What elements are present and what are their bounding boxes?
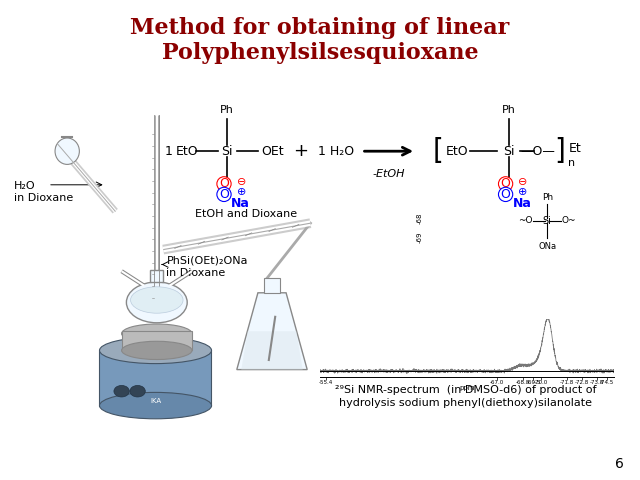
- Ellipse shape: [99, 393, 211, 419]
- Text: Si: Si: [503, 144, 515, 158]
- Text: [: [: [433, 137, 444, 165]
- Text: OEt: OEt: [261, 144, 284, 158]
- Text: Ph: Ph: [502, 105, 516, 115]
- Text: Ph: Ph: [220, 105, 234, 115]
- Text: Na: Na: [513, 196, 531, 210]
- Text: n: n: [568, 158, 575, 168]
- Text: -69: -69: [416, 232, 422, 243]
- Text: EtOH and Dioxane: EtOH and Dioxane: [195, 209, 298, 218]
- Ellipse shape: [131, 287, 183, 313]
- Text: 1 H₂O: 1 H₂O: [318, 144, 354, 158]
- Text: Si: Si: [543, 216, 552, 226]
- Text: O: O: [219, 188, 229, 201]
- Text: ⊖: ⊖: [237, 177, 246, 187]
- Text: -68: -68: [416, 213, 422, 224]
- Ellipse shape: [122, 324, 192, 343]
- Text: ²⁹Si NMR-spectrum  (in DMSO-d6) of product of
hydrolysis sodium phenyl(diethoxy): ²⁹Si NMR-spectrum (in DMSO-d6) of produc…: [335, 385, 596, 408]
- Ellipse shape: [99, 337, 211, 364]
- Text: H₂O
in Dioxane: H₂O in Dioxane: [14, 181, 74, 203]
- Text: EtO: EtO: [446, 144, 468, 158]
- Text: ⊕: ⊕: [518, 188, 528, 197]
- X-axis label: ppm: ppm: [460, 385, 475, 391]
- Text: O~: O~: [562, 216, 577, 225]
- Text: Si: Si: [221, 144, 233, 158]
- Polygon shape: [237, 293, 307, 370]
- Bar: [99, 350, 211, 406]
- Text: 6: 6: [615, 457, 624, 471]
- Text: ⊕: ⊕: [237, 188, 246, 197]
- Ellipse shape: [127, 282, 188, 323]
- Text: ]: ]: [555, 137, 565, 165]
- Ellipse shape: [122, 341, 192, 360]
- Text: ONa: ONa: [538, 242, 556, 252]
- Text: ⊖: ⊖: [518, 177, 528, 187]
- Text: O: O: [219, 177, 229, 191]
- Circle shape: [130, 385, 145, 397]
- Ellipse shape: [55, 138, 79, 164]
- Bar: [122, 331, 192, 350]
- Text: PhSi(OEt)₂ONa
in Dioxane: PhSi(OEt)₂ONa in Dioxane: [166, 255, 248, 277]
- Text: O: O: [500, 188, 511, 201]
- Circle shape: [114, 385, 129, 397]
- Text: O: O: [500, 177, 511, 191]
- Bar: [150, 270, 163, 282]
- Text: -EtOH: -EtOH: [372, 169, 405, 180]
- Text: Method for obtaining of linear
Polyphenylsilsesquioxane: Method for obtaining of linear Polypheny…: [131, 17, 509, 64]
- Text: Ph: Ph: [541, 192, 553, 202]
- Text: ~O: ~O: [518, 216, 532, 225]
- Text: Na: Na: [231, 196, 250, 210]
- Text: EtO: EtO: [176, 144, 198, 158]
- Text: —O—: —O—: [520, 144, 555, 158]
- Text: +: +: [293, 142, 308, 160]
- Bar: [264, 278, 280, 293]
- Text: 1: 1: [165, 144, 173, 158]
- Polygon shape: [241, 331, 303, 370]
- Text: IKA: IKA: [150, 398, 161, 404]
- Text: Et: Et: [568, 142, 581, 156]
